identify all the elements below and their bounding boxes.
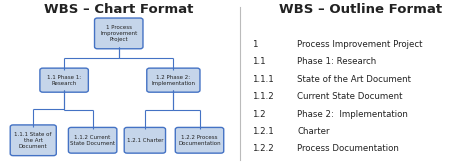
Text: Phase 2:  Implementation: Phase 2: Implementation [297,110,408,119]
Text: Current State Document: Current State Document [297,92,403,101]
Text: 1.2 Phase 2:
Implementation: 1.2 Phase 2: Implementation [152,74,195,86]
FancyBboxPatch shape [124,127,166,153]
Text: 1.2.1 Charter: 1.2.1 Charter [127,138,163,143]
Text: 1.1.1: 1.1.1 [252,75,273,84]
Text: 1.2.2: 1.2.2 [252,144,273,153]
Text: 1.1 Phase 1:
Research: 1.1 Phase 1: Research [47,74,81,86]
Text: 1.1.1 State of
the Art
Document: 1.1.1 State of the Art Document [15,132,52,149]
Text: WBS – Chart Format: WBS – Chart Format [44,3,193,16]
Text: 1.1: 1.1 [252,57,265,66]
FancyBboxPatch shape [147,68,200,92]
Text: 1.1.2 Current
State Document: 1.1.2 Current State Document [70,135,115,146]
Text: 1.2: 1.2 [252,110,265,119]
FancyBboxPatch shape [175,127,224,153]
Text: Phase 1: Research: Phase 1: Research [297,57,376,66]
Text: 1.2.1: 1.2.1 [252,127,273,136]
Text: Process Documentation: Process Documentation [297,144,399,153]
FancyBboxPatch shape [10,125,56,156]
Text: WBS – Outline Format: WBS – Outline Format [279,3,443,16]
Text: 1.2.2 Process
Documentation: 1.2.2 Process Documentation [178,135,221,146]
FancyBboxPatch shape [40,68,88,92]
Text: 1: 1 [252,40,257,49]
Text: 1 Process
Improvement
Project: 1 Process Improvement Project [100,25,137,42]
Text: 1.1.2: 1.1.2 [252,92,273,101]
Text: Charter: Charter [297,127,330,136]
FancyBboxPatch shape [68,127,117,153]
Text: Process Improvement Project: Process Improvement Project [297,40,423,49]
Text: State of the Art Document: State of the Art Document [297,75,411,84]
FancyBboxPatch shape [95,18,143,49]
